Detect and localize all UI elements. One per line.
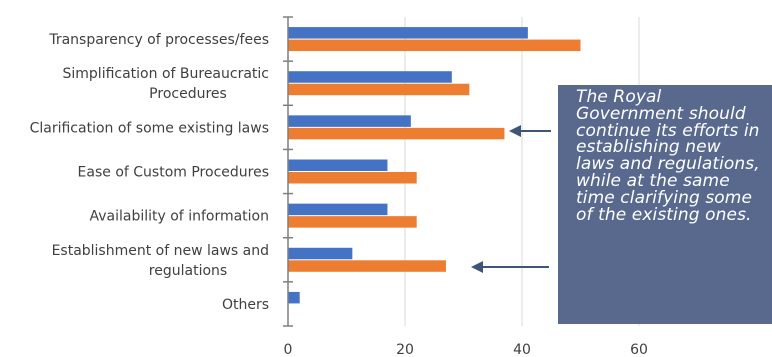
bar [288,260,446,272]
bar [288,291,300,304]
callout-text: The Royal Government should continue its… [576,87,760,225]
category-label: Availability of information [89,209,269,225]
bar [288,203,388,216]
bar [288,127,505,140]
x-tick-labels: 0 20 40 60 [284,342,648,357]
category-label: Clarification of some existing laws [30,120,269,136]
bar [288,216,417,228]
arrow [509,125,551,137]
category-label: Simplification of Bureaucratic [63,66,270,82]
x-tick-label: 60 [630,342,648,357]
x-tick-label: 40 [513,342,531,357]
bar [288,172,417,184]
bar [288,83,470,96]
arrow [471,261,549,273]
bar [288,159,388,171]
annotation-arrows [471,125,551,273]
category-label: Transparency of processes/fees [48,32,269,48]
bar [288,27,528,39]
category-label: regulations [149,263,227,279]
category-label: Procedures [149,86,227,102]
category-label: Establishment of new laws and [52,243,269,259]
bar [288,115,411,127]
bar [288,39,581,52]
category-label: Others [222,297,269,313]
category-label: Ease of Custom Procedures [78,165,269,181]
y-axis [283,16,293,327]
callout-box: The Royal Government should continue its… [558,85,772,324]
category-labels: Transparency of processes/fees Simplifica… [30,32,269,313]
x-tick-label: 0 [284,342,293,357]
bar [288,71,452,83]
bars [288,27,581,304]
x-tick-label: 20 [396,342,414,357]
bar [288,247,353,260]
